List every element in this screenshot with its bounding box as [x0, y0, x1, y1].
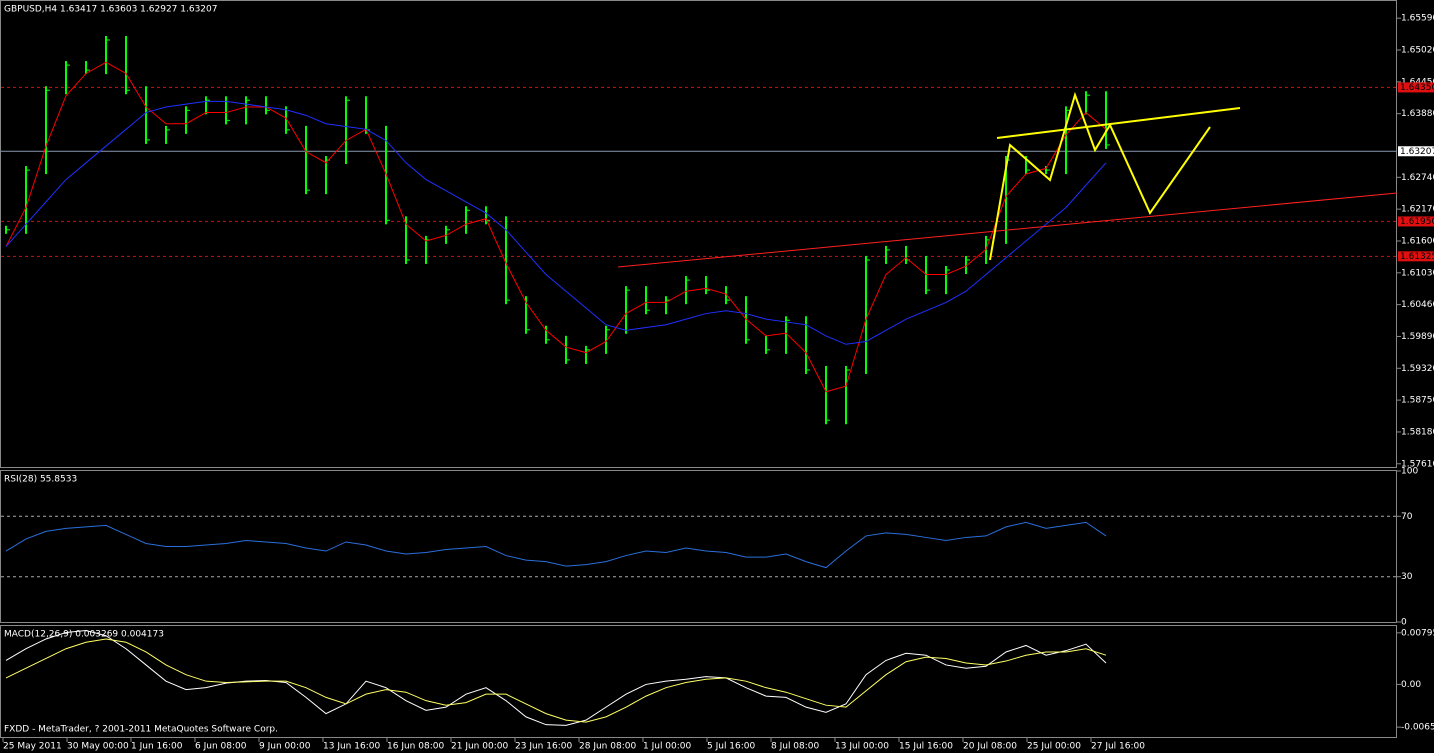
indicator-line: [5, 100, 1107, 345]
level-tag: [1398, 251, 1434, 262]
pattern-line: [989, 91, 1211, 261]
x-tick-label: 13 Jul 00:00: [835, 742, 889, 752]
y-tick-label: 1.65590: [1401, 14, 1434, 24]
x-tick-label: 23 Jun 16:00: [515, 742, 572, 752]
macd-panel: [0, 625, 1397, 738]
x-tick-label: 5 Jul 16:00: [707, 742, 756, 752]
y-tick-label: 1.59320: [1401, 364, 1434, 374]
level-label: 1.64350: [1400, 83, 1434, 93]
price-label: 1.63207: [1400, 147, 1434, 157]
level-tag: [1398, 82, 1434, 93]
y-tick-label: 1.58180: [1401, 427, 1434, 437]
x-tick-label: 30 May 00:00: [67, 742, 129, 752]
y-tick-label: 1.61030: [1401, 268, 1434, 278]
x-tick-label: 20 Jul 08:00: [963, 742, 1017, 752]
trend-line: [996, 107, 1241, 139]
x-tick-label: 21 Jun 00:00: [451, 742, 508, 752]
x-tick-label: 28 Jun 08:00: [579, 742, 636, 752]
y-tick-label: 1.62170: [1401, 205, 1434, 215]
y-tick-label: 1.63880: [1401, 109, 1434, 119]
symbol-header: GBPUSD,H4 1.63417 1.63603 1.62927 1.6320…: [4, 5, 217, 15]
panel-title: RSI(28) 55.8533: [4, 475, 77, 485]
indicator-line: [5, 521, 1107, 569]
y-tick-label: 1.64450: [1401, 77, 1434, 87]
trend-line: [617, 192, 1398, 268]
y-tick-label: 70: [1401, 512, 1413, 522]
y-tick-label: 0.00795: [1401, 628, 1434, 638]
y-tick-label: 1.62740: [1401, 173, 1434, 183]
y-tick-label: 100: [1401, 467, 1418, 477]
y-tick-label: 1.60460: [1401, 300, 1434, 310]
y-tick-label: 0.00: [1401, 680, 1421, 690]
panel-title: MACD(12,26,9) 0.003269 0.004173: [4, 630, 164, 640]
level-label: 1.61950: [1400, 217, 1434, 227]
indicator-line: [5, 638, 1107, 723]
level-tag: [1398, 216, 1434, 227]
rsi-panel: [0, 470, 1397, 623]
x-tick-label: 13 Jun 16:00: [323, 742, 380, 752]
y-tick-label: 1.61600: [1401, 236, 1434, 246]
x-tick-label: 16 Jun 08:00: [387, 742, 444, 752]
x-tick-label: 15 Jul 16:00: [899, 742, 953, 752]
x-tick-label: 1 Jun 16:00: [131, 742, 183, 752]
indicator-line: [5, 61, 1107, 393]
price-tag: [1398, 146, 1434, 157]
y-tick-label: 0: [1401, 618, 1407, 628]
drawings: [617, 91, 1398, 268]
y-tick-label: 1.65020: [1401, 46, 1434, 56]
x-tick-label: 6 Jun 08:00: [195, 742, 247, 752]
x-tick-label: 27 Jul 16:00: [1091, 742, 1145, 752]
y-tick-label: 30: [1401, 572, 1413, 582]
x-tick-label: 9 Jun 00:00: [259, 742, 311, 752]
copyright: FXDD - MetaTrader, ? 2001-2011 MetaQuote…: [4, 725, 278, 735]
x-tick-label: 8 Jul 08:00: [771, 742, 820, 752]
main-panel: [0, 0, 1397, 468]
y-tick-label: -0.00658: [1401, 723, 1434, 733]
x-tick-label: 25 Jul 00:00: [1027, 742, 1081, 752]
x-tick-label: 25 May 2011: [3, 742, 62, 752]
indicator-line: [5, 630, 1107, 726]
y-tick-label: 1.59890: [1401, 332, 1434, 342]
y-tick-label: 1.58750: [1401, 396, 1434, 406]
y-tick-label: 1.57610: [1401, 459, 1434, 469]
x-tick-label: 1 Jul 00:00: [643, 742, 692, 752]
level-label: 1.61325: [1400, 252, 1434, 262]
